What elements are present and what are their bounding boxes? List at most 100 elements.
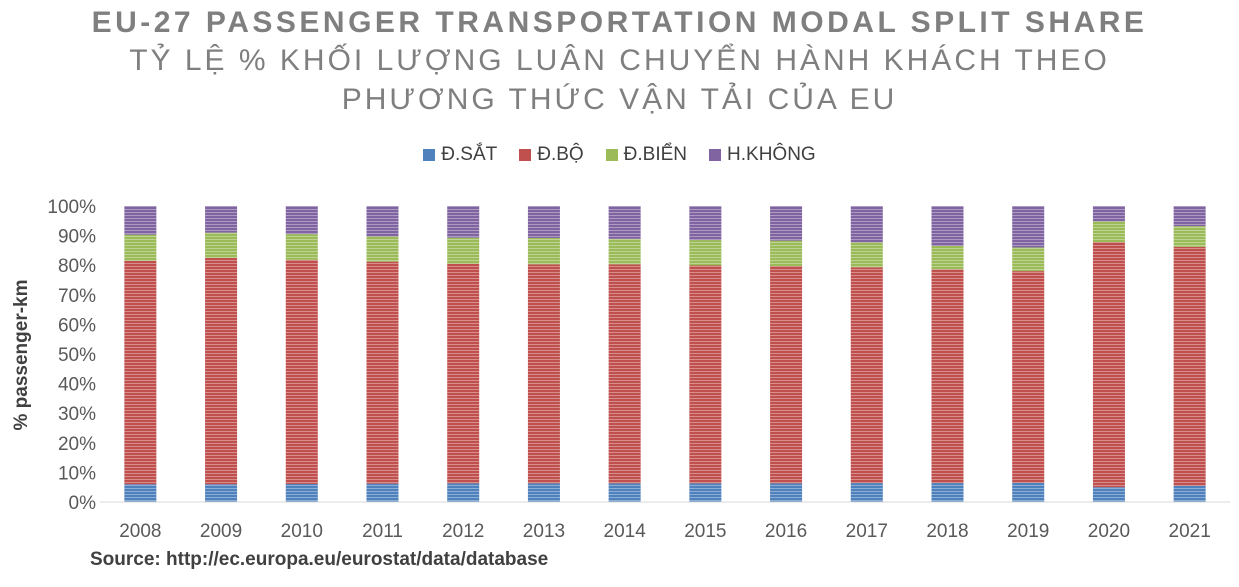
y-tick-label: 90% — [58, 227, 96, 248]
bar-segment-texture-sea-2008 — [124, 234, 157, 261]
source-note: Source: http://ec.europa.eu/eurostat/dat… — [90, 549, 549, 570]
bar-segment-texture-rail-2021 — [1173, 485, 1206, 502]
x-tick-label: 2014 — [604, 521, 647, 542]
bar-segment-texture-air-2008 — [124, 206, 157, 235]
bar-segment-texture-road-2015 — [689, 265, 722, 484]
bar-segment-texture-air-2015 — [689, 206, 722, 241]
bar-segment-texture-road-2008 — [124, 260, 157, 485]
bar-segment-texture-rail-2014 — [608, 483, 641, 502]
bar-segment-texture-air-2013 — [527, 206, 560, 238]
legend-item-air: H.KHÔNG — [709, 144, 816, 166]
bar-segment-texture-sea-2016 — [770, 240, 803, 267]
bar-segment-texture-air-2011 — [366, 206, 399, 237]
bar-segment-texture-rail-2008 — [124, 484, 157, 502]
legend-label-rail: Đ.SẮT — [441, 144, 498, 165]
x-tick-label: 2017 — [846, 521, 888, 542]
x-tick-label: 2015 — [684, 521, 726, 542]
bar-segment-texture-sea-2013 — [527, 237, 560, 265]
bar-segment-texture-air-2009 — [205, 206, 238, 233]
legend-label-road: Đ.BỘ — [537, 144, 584, 165]
bar-segment-texture-air-2017 — [850, 206, 883, 243]
bar-segment-texture-sea-2017 — [850, 242, 883, 268]
bar-segment-texture-road-2016 — [770, 266, 803, 484]
bar-segment-texture-air-2014 — [608, 206, 641, 239]
legend-swatch-sea — [605, 149, 618, 161]
bars — [124, 206, 1206, 502]
legend-item-road: Đ.BỘ — [519, 144, 584, 166]
x-axis-ticks: 2008 2009 2010 2011 2012 2013 2014 2015 2016 2017… — [119, 521, 1211, 542]
y-tick-label: 0% — [69, 493, 97, 514]
y-tick-label: 10% — [58, 463, 96, 484]
chart-title: EU-27 PASSENGER TRANSPORTATION MODAL SPL… — [91, 6, 1148, 39]
x-tick-label: 2021 — [1169, 521, 1211, 542]
bar-segment-texture-air-2019 — [1012, 206, 1045, 248]
x-tick-label: 2010 — [281, 521, 323, 542]
x-tick-label: 2013 — [523, 521, 565, 542]
x-tick-label: 2008 — [119, 521, 161, 542]
legend-item-sea: Đ.BIỂN — [605, 144, 688, 166]
x-tick-label: 2018 — [926, 521, 968, 542]
bar-segment-texture-rail-2013 — [527, 483, 560, 502]
bar-segment-texture-rail-2017 — [850, 483, 883, 502]
y-tick-label: 20% — [58, 434, 96, 455]
legend-label-air: H.KHÔNG — [727, 144, 816, 165]
bar-segment-texture-road-2011 — [366, 261, 399, 484]
legend-swatch-air — [709, 149, 722, 161]
bar-segment-texture-road-2020 — [1092, 242, 1125, 488]
bar-segment-texture-air-2020 — [1092, 206, 1125, 222]
bar-segment-texture-rail-2015 — [689, 483, 722, 502]
bar-segment-texture-sea-2014 — [608, 238, 641, 265]
y-tick-label: 40% — [58, 375, 96, 396]
bar-segment-texture-road-2018 — [931, 269, 964, 484]
y-tick-label: 50% — [58, 345, 96, 366]
bar-segment-texture-sea-2011 — [366, 236, 399, 262]
bar-segment-texture-air-2021 — [1173, 206, 1206, 227]
bar-segment-texture-air-2012 — [447, 206, 480, 238]
bar-segment-texture-rail-2009 — [205, 484, 238, 502]
bar-segment-texture-air-2016 — [770, 206, 803, 241]
y-axis-ticks: 0% 10% 20% 30% 40% 50% 60% 70% 80% 90% 100% — [47, 197, 96, 514]
legend-item-rail: Đ.SẮT — [423, 144, 497, 166]
bar-segment-texture-air-2018 — [931, 206, 964, 246]
y-tick-label: 30% — [58, 404, 96, 425]
bar-segment-texture-sea-2018 — [931, 245, 964, 270]
bar-segment-texture-road-2019 — [1012, 271, 1045, 483]
x-tick-label: 2020 — [1088, 521, 1130, 542]
legend-swatch-road — [519, 149, 532, 161]
bar-segment-texture-road-2012 — [447, 263, 480, 484]
y-tick-label: 70% — [58, 286, 96, 307]
bar-segment-texture-rail-2018 — [931, 483, 964, 502]
bar-segment-texture-rail-2019 — [1012, 482, 1045, 502]
y-tick-label: 100% — [47, 197, 96, 218]
legend-label-sea: Đ.BIỂN — [623, 144, 688, 165]
legend-swatch-rail — [423, 149, 436, 161]
bar-segment-texture-road-2009 — [205, 257, 238, 485]
bar-segment-texture-sea-2010 — [285, 234, 318, 260]
x-tick-label: 2011 — [362, 521, 403, 542]
bar-segment-texture-sea-2019 — [1012, 247, 1045, 272]
x-tick-label: 2016 — [765, 521, 807, 542]
bar-segment-texture-rail-2012 — [447, 483, 480, 502]
bar-segment-texture-sea-2021 — [1173, 226, 1206, 247]
bar-segment-texture-road-2021 — [1173, 246, 1206, 486]
bar-segment-texture-sea-2020 — [1092, 221, 1125, 243]
bar-segment-texture-sea-2009 — [205, 232, 238, 258]
bar-segment-texture-road-2010 — [285, 259, 318, 484]
x-tick-label: 2009 — [200, 521, 242, 542]
bar-segment-texture-rail-2016 — [770, 483, 803, 502]
bar-segment-texture-road-2017 — [850, 267, 883, 484]
legend: Đ.SẮT Đ.BỘ Đ.BIỂN H.KHÔNG — [0, 144, 1239, 166]
x-tick-label: 2012 — [442, 521, 484, 542]
bar-segment-texture-rail-2020 — [1092, 487, 1125, 502]
bar-segment-texture-air-2010 — [285, 206, 318, 235]
bar-segment-texture-road-2014 — [608, 264, 641, 484]
bar-segment-texture-rail-2010 — [285, 483, 318, 502]
bar-segment-texture-road-2013 — [527, 264, 560, 484]
bar-segment-texture-sea-2012 — [447, 237, 480, 264]
y-tick-label: 80% — [58, 256, 96, 277]
chart-subtitle-line-2: PHƯƠNG THỨC VẬN TẢI CỦA EU — [341, 83, 898, 116]
chart-subtitle-line-1: TỶ LỆ % KHỐI LƯỢNG LUÂN CHUYỂN HÀNH KHÁC… — [129, 44, 1110, 77]
x-tick-label: 2019 — [1007, 521, 1049, 542]
y-tick-label: 60% — [58, 315, 96, 336]
